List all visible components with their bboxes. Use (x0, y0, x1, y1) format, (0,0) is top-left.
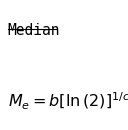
Text: $M_e = b\left[\ln\left(2\right)\right]^{1/c}$: $M_e = b\left[\ln\left(2\right)\right]^{… (8, 91, 128, 112)
Text: Median: Median (8, 23, 60, 38)
